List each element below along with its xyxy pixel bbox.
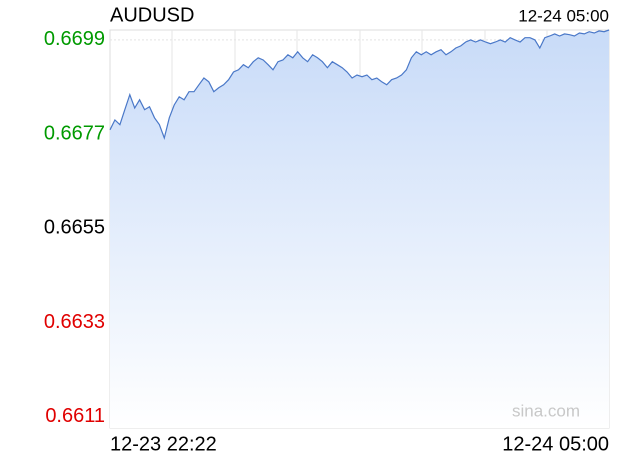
y-tick-label: 0.6611 [45,405,105,427]
y-tick-label: 0.6699 [44,28,105,50]
y-tick-label: 0.6677 [44,122,105,144]
current-time: 12-24 05:00 [518,6,609,25]
y-tick-label: 0.6633 [44,311,105,333]
price-line [109,29,610,141]
y-tick-label: 0.6655 [44,217,105,239]
chart-title: AUDUSD [110,4,194,26]
x-tick-label: 12-24 05:00 [502,433,609,455]
area-fill [110,30,609,428]
x-tick-label: 12-23 22:22 [110,433,217,455]
watermark: sina.com [512,401,580,420]
